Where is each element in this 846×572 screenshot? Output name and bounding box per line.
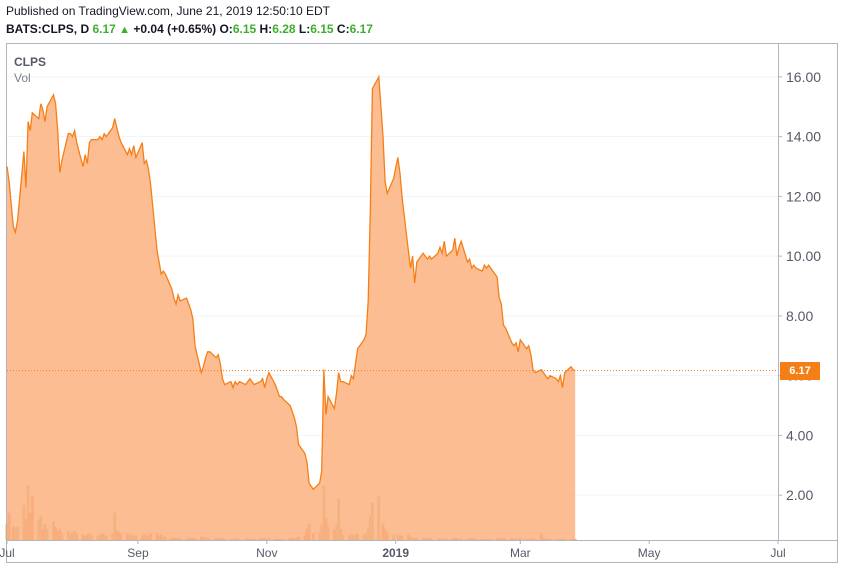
low-value: 6.15 xyxy=(310,22,334,36)
close-value: 6.17 xyxy=(349,22,373,36)
low-label: L: xyxy=(298,22,311,36)
legend-volume: Vol xyxy=(14,71,31,85)
chart-frame xyxy=(6,43,838,563)
time-tick-label: Mar xyxy=(510,546,531,560)
price-tick-label: 12.00 xyxy=(786,188,821,204)
high-value: 6.28 xyxy=(272,22,296,36)
time-axis-labels: Jul Sep Nov 2019 Mar May Jul xyxy=(0,540,786,560)
price-area xyxy=(7,76,576,541)
time-tick-label: Jul xyxy=(0,546,15,560)
time-tick-label: May xyxy=(638,546,661,560)
symbol-label: BATS:CLPS, D xyxy=(6,22,90,36)
price-tick-label: 16.00 xyxy=(786,69,821,85)
time-tick-label: Jul xyxy=(770,546,785,560)
volume-bar xyxy=(573,538,577,540)
high-label: H: xyxy=(259,22,273,36)
time-tick-label: Sep xyxy=(127,546,149,560)
close-label: C: xyxy=(336,22,350,36)
time-tick-label: Nov xyxy=(256,546,277,560)
legend-symbol: CLPS xyxy=(14,55,47,69)
price-tick-label: 10.00 xyxy=(786,248,821,264)
triangle-up-icon: ▲ xyxy=(119,24,131,36)
change-value: +0.04 (+0.65%) xyxy=(133,22,217,36)
price-tick-label: 2.00 xyxy=(786,487,813,503)
published-line: Published on TradingView.com, June 21, 2… xyxy=(6,4,330,18)
last-price: 6.17 xyxy=(92,22,116,36)
price-tick-label: 14.00 xyxy=(786,129,821,145)
open-label: O: xyxy=(219,22,233,36)
price-line xyxy=(6,74,576,491)
ohlc-line: BATS:CLPS, D 6.17 ▲ +0.04 (+0.65%) O:6.1… xyxy=(6,22,373,36)
time-tick-label: 2019 xyxy=(382,546,409,560)
price-tick-label: 4.00 xyxy=(786,427,813,443)
open-value: 6.15 xyxy=(232,22,257,36)
last-price-tag: 6.17 xyxy=(780,361,820,380)
price-tick-label: 8.00 xyxy=(786,308,813,324)
